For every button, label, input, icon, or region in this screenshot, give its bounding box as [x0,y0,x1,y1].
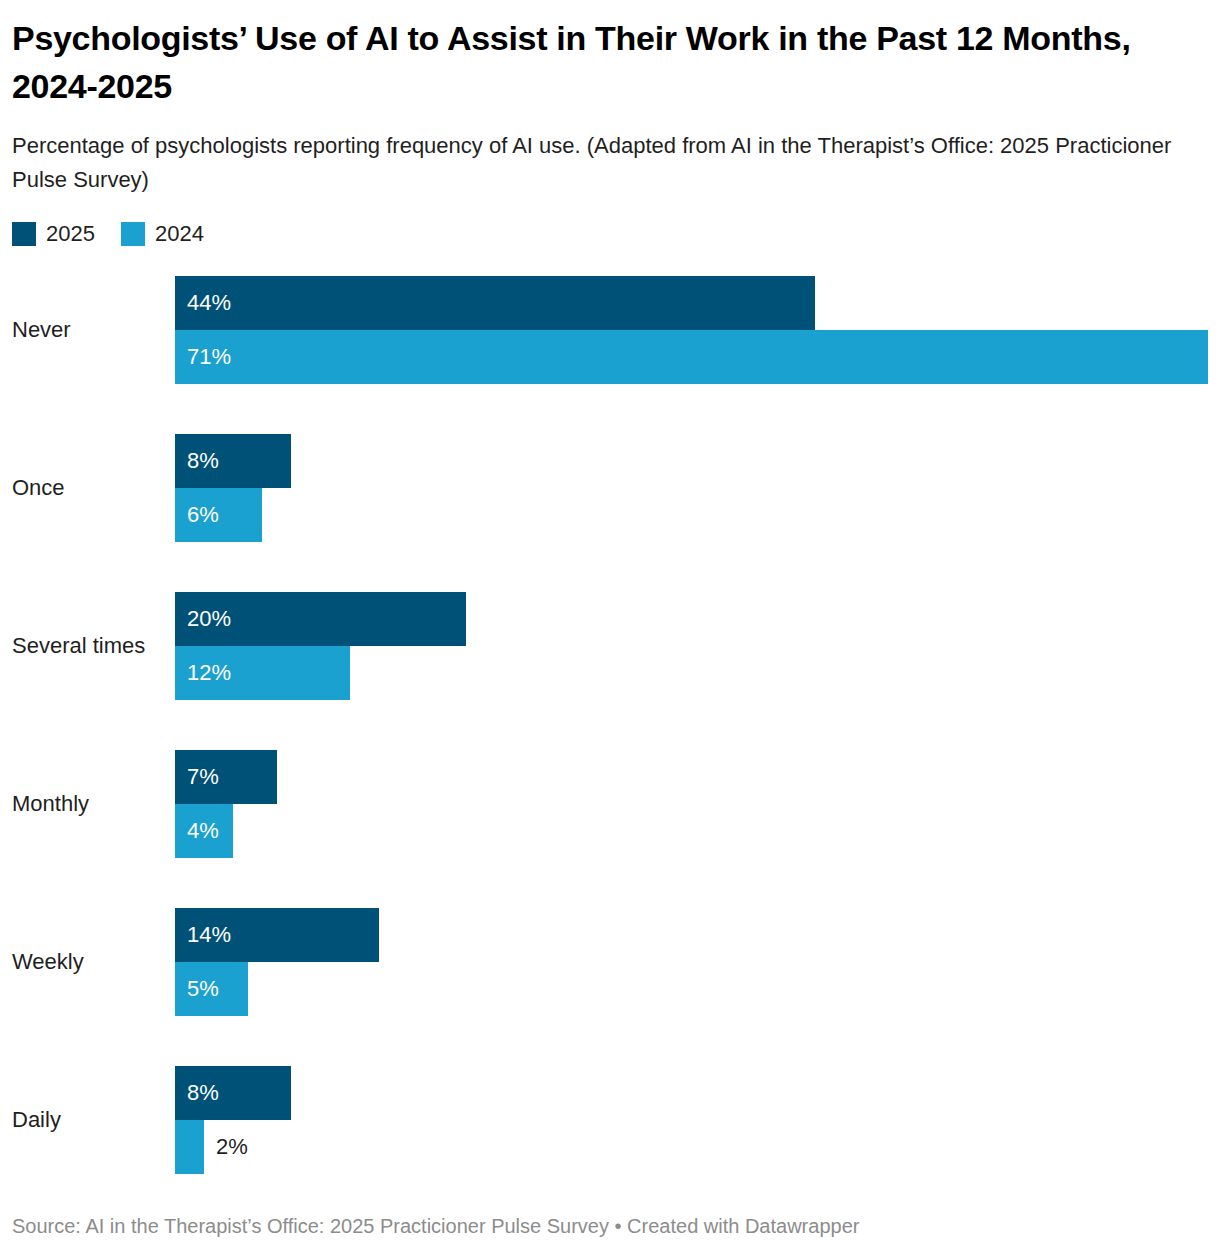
chart-title: Psychologists’ Use of AI to Assist in Th… [12,14,1142,110]
chart-page: Psychologists’ Use of AI to Assist in Th… [0,14,1220,1238]
value-label-2025-several-times: 20% [187,606,231,632]
value-label-2025-daily: 8% [187,1080,219,1106]
bar-2025-never [175,276,815,330]
category-label-weekly: Weekly [12,908,175,1016]
category-bars-monthly: 7% 4% [175,750,1208,858]
bar-track-2025-once: 8% [175,434,1208,488]
bar-chart: Never 44% 71% Once 8% 6% Several times 20% 12% Mo… [12,276,1208,1174]
category-label-several-times: Several times [12,592,175,700]
bar-track-2025-daily: 8% [175,1066,1208,1120]
category-group-several-times: Several times 20% 12% [12,592,1208,700]
bar-track-2024-monthly: 4% [175,804,1208,858]
category-label-daily: Daily [12,1066,175,1174]
bar-track-2025-weekly: 14% [175,908,1208,962]
category-group-weekly: Weekly 14% 5% [12,908,1208,1016]
category-label-never: Never [12,276,175,384]
value-label-2024-never: 71% [187,344,231,370]
bar-track-2025-never: 44% [175,276,1208,330]
category-group-monthly: Monthly 7% 4% [12,750,1208,858]
legend-item-2025: 2025 [12,221,95,247]
category-bars-once: 8% 6% [175,434,1208,542]
legend-swatch-2025 [12,222,36,246]
category-group-daily: Daily 8% 2% [12,1066,1208,1174]
value-label-2024-several-times: 12% [187,660,231,686]
value-label-2025-weekly: 14% [187,922,231,948]
legend-swatch-2024 [121,222,145,246]
bar-track-2024-daily: 2% [175,1120,1208,1174]
value-label-2024-once: 6% [187,502,219,528]
legend: 2025 2024 [12,221,1208,247]
bar-track-2024-never: 71% [175,330,1208,384]
bar-track-2024-weekly: 5% [175,962,1208,1016]
legend-label-2025: 2025 [46,221,95,247]
category-bars-never: 44% 71% [175,276,1208,384]
value-label-2025-monthly: 7% [187,764,219,790]
category-bars-several-times: 20% 12% [175,592,1208,700]
category-bars-weekly: 14% 5% [175,908,1208,1016]
value-label-2024-weekly: 5% [187,976,219,1002]
category-label-once: Once [12,434,175,542]
category-group-once: Once 8% 6% [12,434,1208,542]
source-note: Source: AI in the Therapist’s Office: 20… [12,1215,1208,1238]
value-label-2025-never: 44% [187,290,231,316]
bar-track-2025-several-times: 20% [175,592,1208,646]
value-label-2024-monthly: 4% [187,818,219,844]
bar-track-2025-monthly: 7% [175,750,1208,804]
value-label-2024-daily: 2% [216,1134,248,1160]
chart-subtitle: Percentage of psychologists reporting fr… [12,129,1172,197]
bar-track-2024-several-times: 12% [175,646,1208,700]
bar-2024-never [175,330,1208,384]
category-group-never: Never 44% 71% [12,276,1208,384]
category-bars-daily: 8% 2% [175,1066,1208,1174]
bar-2024-daily [175,1120,204,1174]
bar-track-2024-once: 6% [175,488,1208,542]
legend-item-2024: 2024 [121,221,204,247]
value-label-2025-once: 8% [187,448,219,474]
legend-label-2024: 2024 [155,221,204,247]
category-label-monthly: Monthly [12,750,175,858]
